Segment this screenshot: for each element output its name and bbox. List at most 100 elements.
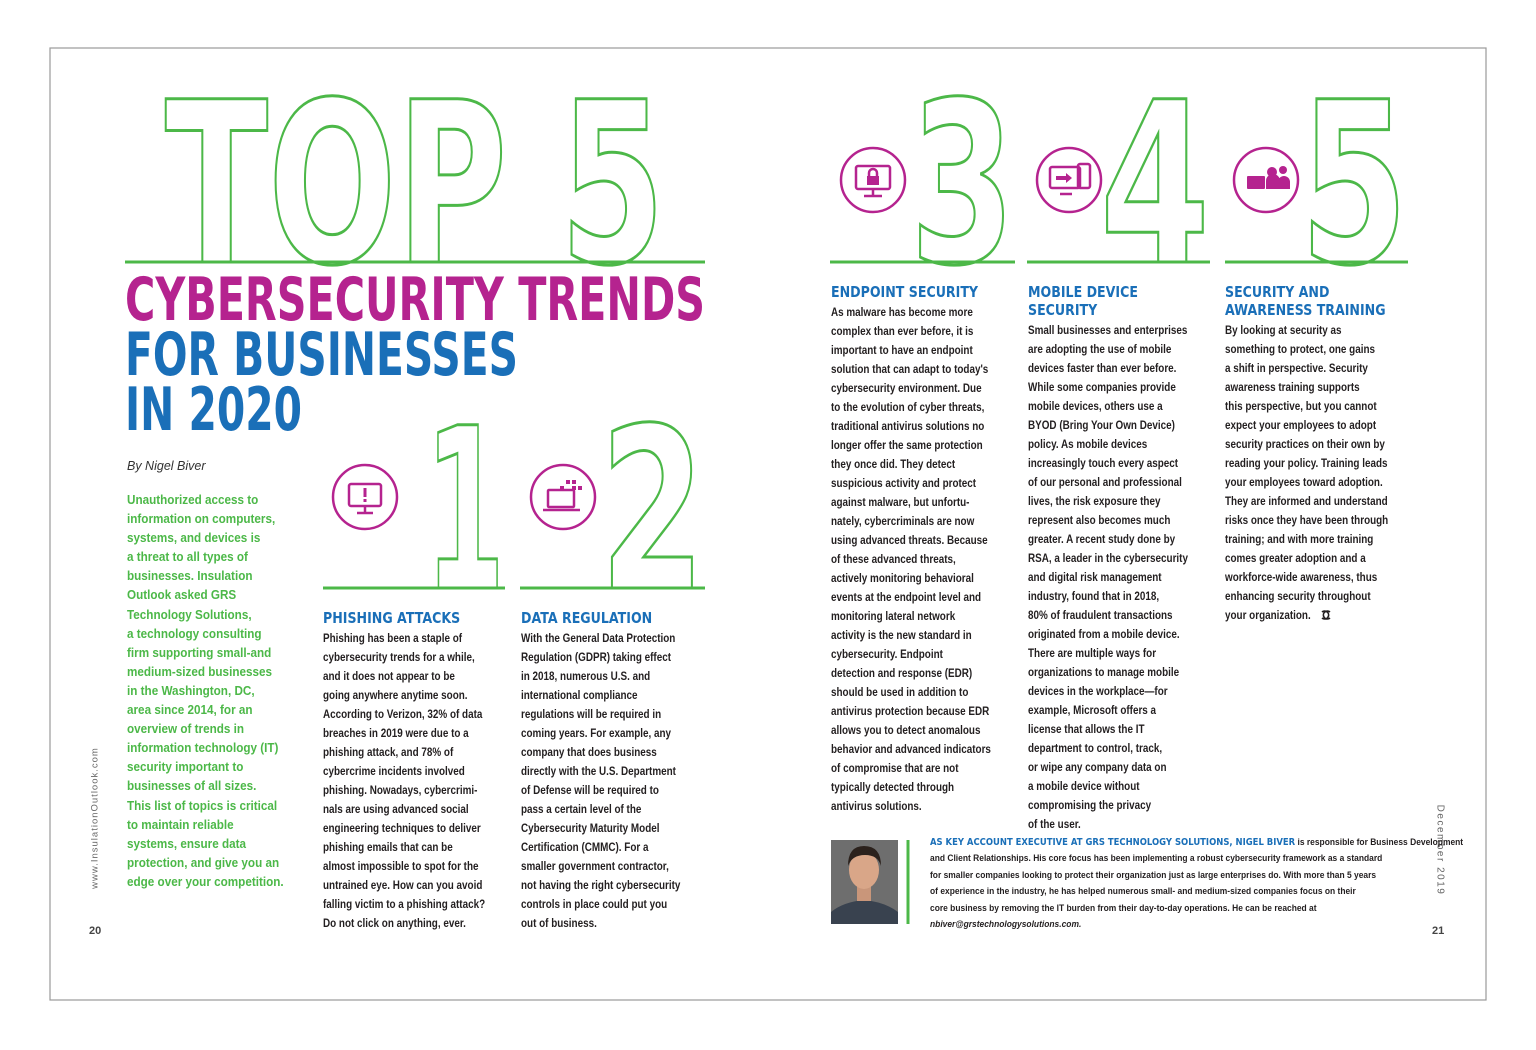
- bio-text: core business by removing the IT burden …: [930, 902, 1317, 914]
- body-line: Cybersecurity Maturity Model: [521, 823, 660, 835]
- page-number: 21: [1432, 925, 1445, 937]
- section-column: SECURITY AND AWARENESS TRAINING By lookin…: [1225, 283, 1430, 626]
- body-line: Do not click on anything, ever.: [323, 918, 466, 930]
- intro-line: medium-sized businesses: [127, 663, 273, 679]
- section-number: 4: [1100, 54, 1210, 315]
- body-line: workforce-wide awareness, thus: [1225, 572, 1378, 584]
- body-line: 80% of fraudulent transactions: [1028, 610, 1173, 622]
- website: www.InsulationOutlook.com: [89, 747, 101, 889]
- intro-line: Outlook asked GRS: [127, 587, 237, 603]
- body-line: coming years. For example, any: [521, 728, 672, 740]
- body-line: As malware has become more: [831, 307, 973, 319]
- body-line: organizations to manage mobile: [1028, 667, 1180, 679]
- body-line: your employees toward adoption.: [1225, 477, 1383, 489]
- body-line: something to protect, one gains: [1225, 344, 1376, 356]
- body-line: pass a certain level of the: [521, 804, 642, 816]
- bio-text: and Client Relationships. His core focus…: [930, 853, 1383, 865]
- intro-line: This list of topics is critical: [127, 797, 278, 813]
- bio-line: core business by removing the IT burden …: [930, 901, 1463, 917]
- body-line: security practices on their own by: [1225, 439, 1385, 451]
- section-column: MOBILE DEVICE SECURITY Small businesses a…: [1028, 283, 1233, 835]
- intro-line: firm supporting small-and: [127, 644, 272, 660]
- body-line: Small businesses and enterprises: [1028, 325, 1188, 337]
- title-top: TOP 5: [165, 54, 665, 315]
- body-line: Certification (CMMC). For a: [521, 842, 649, 854]
- body-line: of these advanced threats,: [831, 554, 956, 566]
- body-line: risks once they have been through: [1225, 515, 1389, 527]
- section-body: Small businesses and enterprises are adop…: [1028, 322, 1233, 835]
- section-heading: PHISHING ATTACKS: [323, 609, 461, 627]
- intro: Unauthorized access to information on com…: [127, 490, 301, 891]
- body-line: using advanced threats. Because: [831, 535, 988, 547]
- body-line: devices in the workplace—for: [1028, 686, 1168, 698]
- body-line: phishing attack, and 78% of: [323, 747, 454, 759]
- body-line: originated from a mobile device.: [1028, 629, 1180, 641]
- icon-data: [529, 463, 597, 531]
- intro-line: edge over your competition.: [127, 873, 284, 889]
- body-line: Phishing has been a staple of: [323, 633, 463, 645]
- body-line: Regulation (GDPR) taking effect: [521, 652, 672, 664]
- intro-line: businesses. Insulation: [127, 568, 253, 584]
- section-number: 1: [425, 380, 505, 641]
- body-line: your organization.: [1225, 610, 1311, 622]
- section-number: 3: [910, 54, 1015, 315]
- intro-line: businesses of all sizes.: [127, 778, 257, 794]
- page-frame: [49, 47, 1487, 1001]
- author-photo: [831, 840, 898, 924]
- title-line: CYBERSECURITY TRENDS: [125, 265, 705, 335]
- byline: By Nigel Biver: [127, 459, 206, 473]
- bio-text: of experience in the industry, he has he…: [930, 886, 1356, 898]
- body-line: of the user.: [1028, 819, 1081, 831]
- bio-lead: AS KEY ACCOUNT EXECUTIVE AT GRS TECHNOLO…: [930, 837, 1296, 848]
- body-line: license that allows the IT: [1028, 724, 1145, 736]
- intro-line: overview of trends in: [127, 721, 245, 737]
- body-line: lives, the risk exposure they: [1028, 496, 1161, 508]
- body-line: a shift in perspective. Security: [1225, 363, 1368, 375]
- body-line: behavior and advanced indicators: [831, 744, 991, 756]
- body-line: international compliance: [521, 690, 638, 702]
- icon-mobile: [1035, 146, 1103, 214]
- body-line: activity is the new standard in: [831, 630, 972, 642]
- body-line: policy. As mobile devices: [1028, 439, 1148, 451]
- body-line: devices faster than ever before.: [1028, 363, 1177, 375]
- body-line: BYOD (Bring Your Own Device): [1028, 420, 1175, 432]
- body-line: increasingly touch every aspect: [1028, 458, 1179, 470]
- title-line: FOR BUSINESSES: [125, 320, 518, 390]
- body-line: of compromise that are not: [831, 763, 959, 775]
- body-line: mobile devices, others use a: [1028, 401, 1163, 413]
- body-line: detection and response (EDR): [831, 668, 973, 680]
- body-line: solution that can adapt to today's: [831, 364, 989, 376]
- body-line: antivirus protection because EDR: [831, 706, 990, 718]
- section-number: 5: [1300, 54, 1408, 315]
- section-heading: MOBILE DEVICE SECURITY: [1028, 283, 1138, 319]
- intro-line: Unauthorized access to: [127, 492, 259, 507]
- body-line: phishing emails that can be: [323, 842, 453, 854]
- body-line: According to Verizon, 32% of data: [323, 709, 483, 721]
- bio-text: for smaller companies looking to protect…: [930, 869, 1377, 881]
- intro-line: systems, and devices is: [127, 530, 261, 546]
- body-line: represent also becomes much: [1028, 515, 1171, 527]
- bio-line: for smaller companies looking to protect…: [930, 868, 1463, 884]
- section-heading: ENDPOINT SECURITY: [831, 283, 979, 301]
- body-line: compromising the privacy: [1028, 800, 1152, 812]
- body-line: enhancing security throughout: [1225, 591, 1371, 603]
- body-line: reading your policy. Training leads: [1225, 458, 1388, 470]
- body-line: this perspective, but you cannot: [1225, 401, 1377, 413]
- body-line: engineering techniques to deliver: [323, 823, 481, 835]
- body-line: comes greater adoption and a: [1225, 553, 1366, 565]
- title-line: IN 2020: [125, 375, 302, 445]
- body-line: they once did. They detect: [831, 459, 956, 471]
- section-body: With the General Data Protection Regulati…: [521, 630, 726, 934]
- body-line: almost impossible to spot for the: [323, 861, 479, 873]
- body-line: allows you to detect anomalous: [831, 725, 981, 737]
- intro-line: a technology consulting: [127, 625, 262, 641]
- body-line: breaches in 2019 were due to a: [323, 728, 469, 740]
- body-line: greater. A recent study done by: [1028, 534, 1176, 546]
- bio-email: nbiver@grstechnologysolutions.com.: [930, 919, 1082, 931]
- body-line: and it does not appear to be: [323, 671, 455, 683]
- body-line: example, Microsoft offers a: [1028, 705, 1157, 717]
- body-line: not having the right cybersecurity: [521, 880, 681, 892]
- section-heading: DATA REGULATION: [521, 609, 653, 627]
- body-line: are adopting the use of mobile: [1028, 344, 1172, 356]
